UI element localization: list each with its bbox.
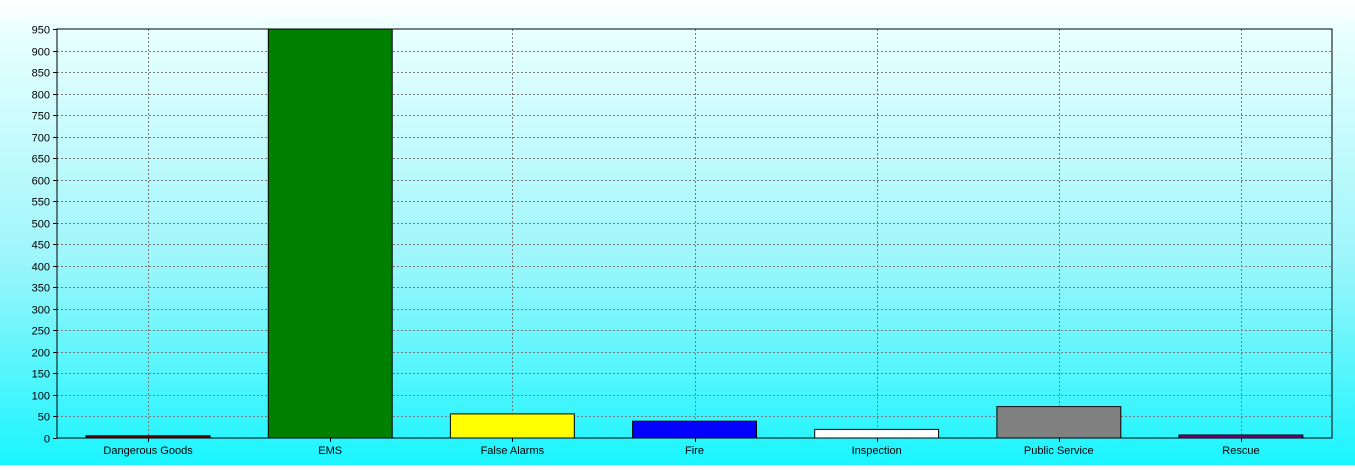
x-tick-label: Inspection <box>852 445 902 457</box>
y-tick-label: 800 <box>32 90 50 102</box>
y-tick-label: 450 <box>32 240 50 252</box>
y-tick-label: 900 <box>32 47 50 59</box>
x-tick-label: EMS <box>318 445 342 457</box>
bar-false-alarms <box>449 413 575 439</box>
y-tick-label: 150 <box>32 369 50 381</box>
y-tick-label: 550 <box>32 197 50 209</box>
x-tick-label: Public Service <box>1024 445 1094 457</box>
bar-fire <box>632 420 757 439</box>
bar-ems <box>267 28 393 439</box>
y-tick-label: 100 <box>32 391 50 403</box>
y-tick-label: 200 <box>32 348 50 360</box>
x-tick-label: Fire <box>685 445 704 457</box>
x-tick-label: Dangerous Goods <box>103 445 193 457</box>
y-tick-label: 250 <box>32 326 50 338</box>
y-tick-label: 0 <box>44 434 50 446</box>
plot-frame <box>56 28 1333 439</box>
y-tick-label: 700 <box>32 133 50 145</box>
bar-public-service <box>996 406 1122 439</box>
y-tick-label: 300 <box>32 305 50 317</box>
y-tick-label: 650 <box>32 154 50 166</box>
bar-inspection <box>814 428 940 439</box>
axis-layer: 0 50 100 150 200 250 300 350 400 450 500 550 600 650 7… <box>32 25 1333 457</box>
y-tick-label: 350 <box>32 283 50 295</box>
y-tick-label: 750 <box>32 111 50 123</box>
y-tick-label: 400 <box>32 262 50 274</box>
grid-layer <box>57 29 1332 438</box>
y-tick-label: 600 <box>32 176 50 188</box>
y-tick-label: 500 <box>32 219 50 231</box>
y-tick-label: 950 <box>32 25 50 37</box>
x-tick-label: Rescue <box>1222 445 1259 457</box>
bars-layer <box>85 28 1304 439</box>
y-tick-label: 850 <box>32 68 50 80</box>
x-tick-label: False Alarms <box>481 445 545 457</box>
y-tick-label: 50 <box>38 412 50 424</box>
